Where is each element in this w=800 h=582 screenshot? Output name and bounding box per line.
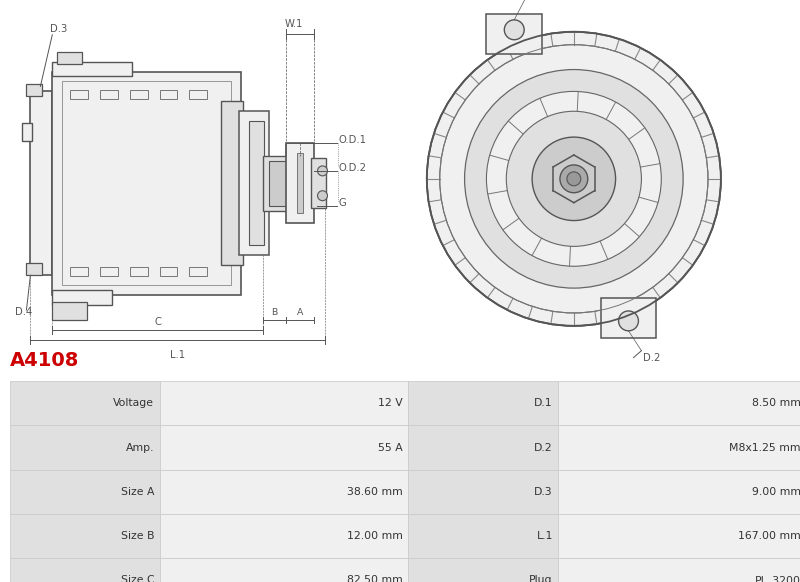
Bar xyxy=(221,101,243,265)
Text: 55 A: 55 A xyxy=(378,442,402,453)
Bar xyxy=(269,161,286,205)
Bar xyxy=(286,143,314,222)
Circle shape xyxy=(532,137,615,221)
Bar xyxy=(26,263,42,275)
Text: 82.50 mm: 82.50 mm xyxy=(346,575,402,582)
Text: W.1: W.1 xyxy=(285,19,303,29)
Bar xyxy=(249,121,264,246)
Text: 12 V: 12 V xyxy=(378,398,402,409)
Text: 8.50 mm: 8.50 mm xyxy=(752,398,800,409)
Bar xyxy=(159,267,178,276)
Circle shape xyxy=(618,311,638,331)
Bar xyxy=(190,267,207,276)
Bar xyxy=(70,267,88,276)
Text: O.D.2: O.D.2 xyxy=(338,163,366,173)
Bar xyxy=(130,267,148,276)
Text: 9.00 mm: 9.00 mm xyxy=(752,487,800,497)
Polygon shape xyxy=(286,198,314,212)
Text: Voltage: Voltage xyxy=(114,398,154,409)
Text: D.3: D.3 xyxy=(534,487,553,497)
Bar xyxy=(100,90,118,100)
Text: 167.00 mm: 167.00 mm xyxy=(738,531,800,541)
Circle shape xyxy=(465,69,683,288)
Bar xyxy=(62,81,231,285)
Text: L.1: L.1 xyxy=(170,350,185,360)
Bar xyxy=(486,14,542,54)
Circle shape xyxy=(318,166,327,176)
Bar xyxy=(70,90,88,100)
Text: D.2: D.2 xyxy=(643,353,661,363)
Text: Amp.: Amp. xyxy=(126,442,154,453)
Circle shape xyxy=(486,91,662,266)
Bar xyxy=(263,156,293,211)
Text: D.1: D.1 xyxy=(534,398,553,409)
Text: O.D.1: O.D.1 xyxy=(338,135,366,145)
Text: A: A xyxy=(297,308,303,317)
Bar xyxy=(239,111,269,255)
Bar xyxy=(26,84,42,97)
Polygon shape xyxy=(286,163,314,177)
Text: M8x1.25 mm: M8x1.25 mm xyxy=(730,442,800,453)
Text: 38.60 mm: 38.60 mm xyxy=(346,487,402,497)
Circle shape xyxy=(567,172,581,186)
Polygon shape xyxy=(286,181,314,195)
Bar xyxy=(52,302,87,320)
Bar xyxy=(297,153,302,212)
Bar xyxy=(30,91,52,275)
Text: 12.00 mm: 12.00 mm xyxy=(346,531,402,541)
Circle shape xyxy=(427,32,721,326)
Text: Size A: Size A xyxy=(121,487,154,497)
Bar xyxy=(159,90,178,100)
Text: D.2: D.2 xyxy=(534,442,553,453)
Bar xyxy=(601,298,656,338)
Text: L.1: L.1 xyxy=(537,531,553,541)
Polygon shape xyxy=(286,145,314,159)
Bar xyxy=(310,158,326,208)
Bar xyxy=(52,290,112,305)
Text: Size B: Size B xyxy=(121,531,154,541)
Circle shape xyxy=(560,165,588,193)
Text: G: G xyxy=(338,198,346,208)
Text: Plug: Plug xyxy=(530,575,553,582)
Text: Size C: Size C xyxy=(121,575,154,582)
Bar xyxy=(58,52,82,63)
Text: A4108: A4108 xyxy=(10,350,79,370)
Text: PL_3200: PL_3200 xyxy=(755,575,800,582)
Text: C: C xyxy=(154,317,161,327)
Bar xyxy=(22,123,33,141)
Text: D.4: D.4 xyxy=(14,307,32,317)
Circle shape xyxy=(318,191,327,201)
Text: D.3: D.3 xyxy=(50,24,67,34)
Circle shape xyxy=(506,111,642,246)
Bar xyxy=(130,90,148,100)
Bar xyxy=(190,90,207,100)
Bar xyxy=(52,62,132,76)
Bar xyxy=(100,267,118,276)
Text: B: B xyxy=(270,308,277,317)
Bar xyxy=(52,72,241,295)
Circle shape xyxy=(504,20,524,40)
